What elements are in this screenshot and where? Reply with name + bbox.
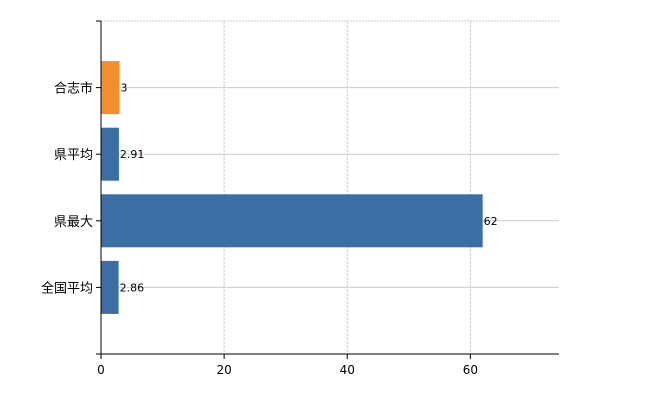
y-tick-label: 全国平均 <box>41 280 93 296</box>
y-tick-label: 県最大 <box>54 215 93 230</box>
x-tick-label: 60 <box>463 363 478 377</box>
data-label: 2.86 <box>120 281 145 294</box>
bar <box>101 260 119 314</box>
x-tick-label: 0 <box>97 363 105 377</box>
y-tick-label: 県平均 <box>54 148 93 163</box>
data-label: 2.91 <box>120 148 145 161</box>
bar <box>101 127 119 181</box>
bar <box>101 194 483 248</box>
y-tick-label: 合志市 <box>54 81 93 97</box>
data-label: 62 <box>484 215 498 228</box>
data-label: 3 <box>120 82 127 95</box>
x-tick-label: 20 <box>216 363 231 377</box>
bar <box>101 61 120 115</box>
x-tick-label: 40 <box>340 363 355 377</box>
